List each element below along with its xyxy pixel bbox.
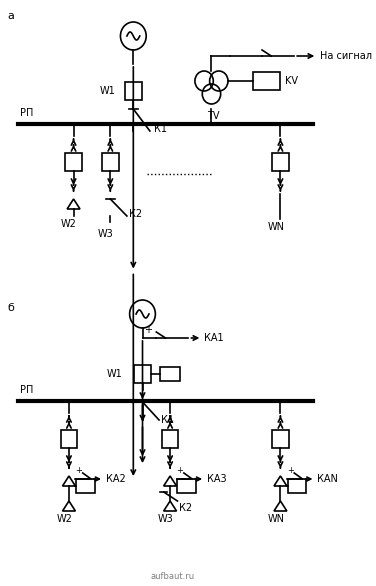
Bar <box>134 365 151 383</box>
Text: РП: РП <box>20 108 33 118</box>
Text: +: + <box>144 325 152 335</box>
Text: W1: W1 <box>99 86 115 96</box>
Text: W3: W3 <box>98 229 114 239</box>
Bar <box>272 153 289 171</box>
Text: а: а <box>8 11 14 21</box>
Text: КА2: КА2 <box>106 474 126 484</box>
Text: КАN: КАN <box>317 474 338 484</box>
Bar <box>160 367 180 381</box>
Text: К1: К1 <box>161 415 174 425</box>
Text: К2: К2 <box>179 503 193 513</box>
Text: КА1: КА1 <box>204 333 224 343</box>
Text: +: + <box>76 466 82 475</box>
Bar <box>76 479 95 493</box>
Text: +: + <box>176 466 183 475</box>
Text: б: б <box>8 303 14 313</box>
Text: WN: WN <box>267 222 284 232</box>
Bar <box>253 72 280 90</box>
Text: РП: РП <box>20 385 33 395</box>
Text: W2: W2 <box>56 514 72 524</box>
Text: KV: KV <box>285 76 298 86</box>
Text: W2: W2 <box>61 219 77 229</box>
Bar <box>177 479 196 493</box>
Text: К2: К2 <box>129 209 142 219</box>
Text: aufbaut.ru: aufbaut.ru <box>151 572 195 581</box>
Bar <box>102 153 118 171</box>
Text: TV: TV <box>207 111 220 121</box>
Bar <box>288 479 306 493</box>
Text: W1: W1 <box>106 369 122 379</box>
Text: W3: W3 <box>158 514 173 524</box>
Bar <box>61 430 77 448</box>
Text: +: + <box>287 466 294 475</box>
Text: КА3: КА3 <box>207 474 226 484</box>
Text: На сигнал: На сигнал <box>320 51 372 61</box>
Bar <box>65 153 82 171</box>
Bar <box>125 82 142 100</box>
Text: WN: WN <box>267 514 284 524</box>
Text: К1: К1 <box>153 124 167 134</box>
Bar <box>272 430 289 448</box>
Bar <box>162 430 178 448</box>
